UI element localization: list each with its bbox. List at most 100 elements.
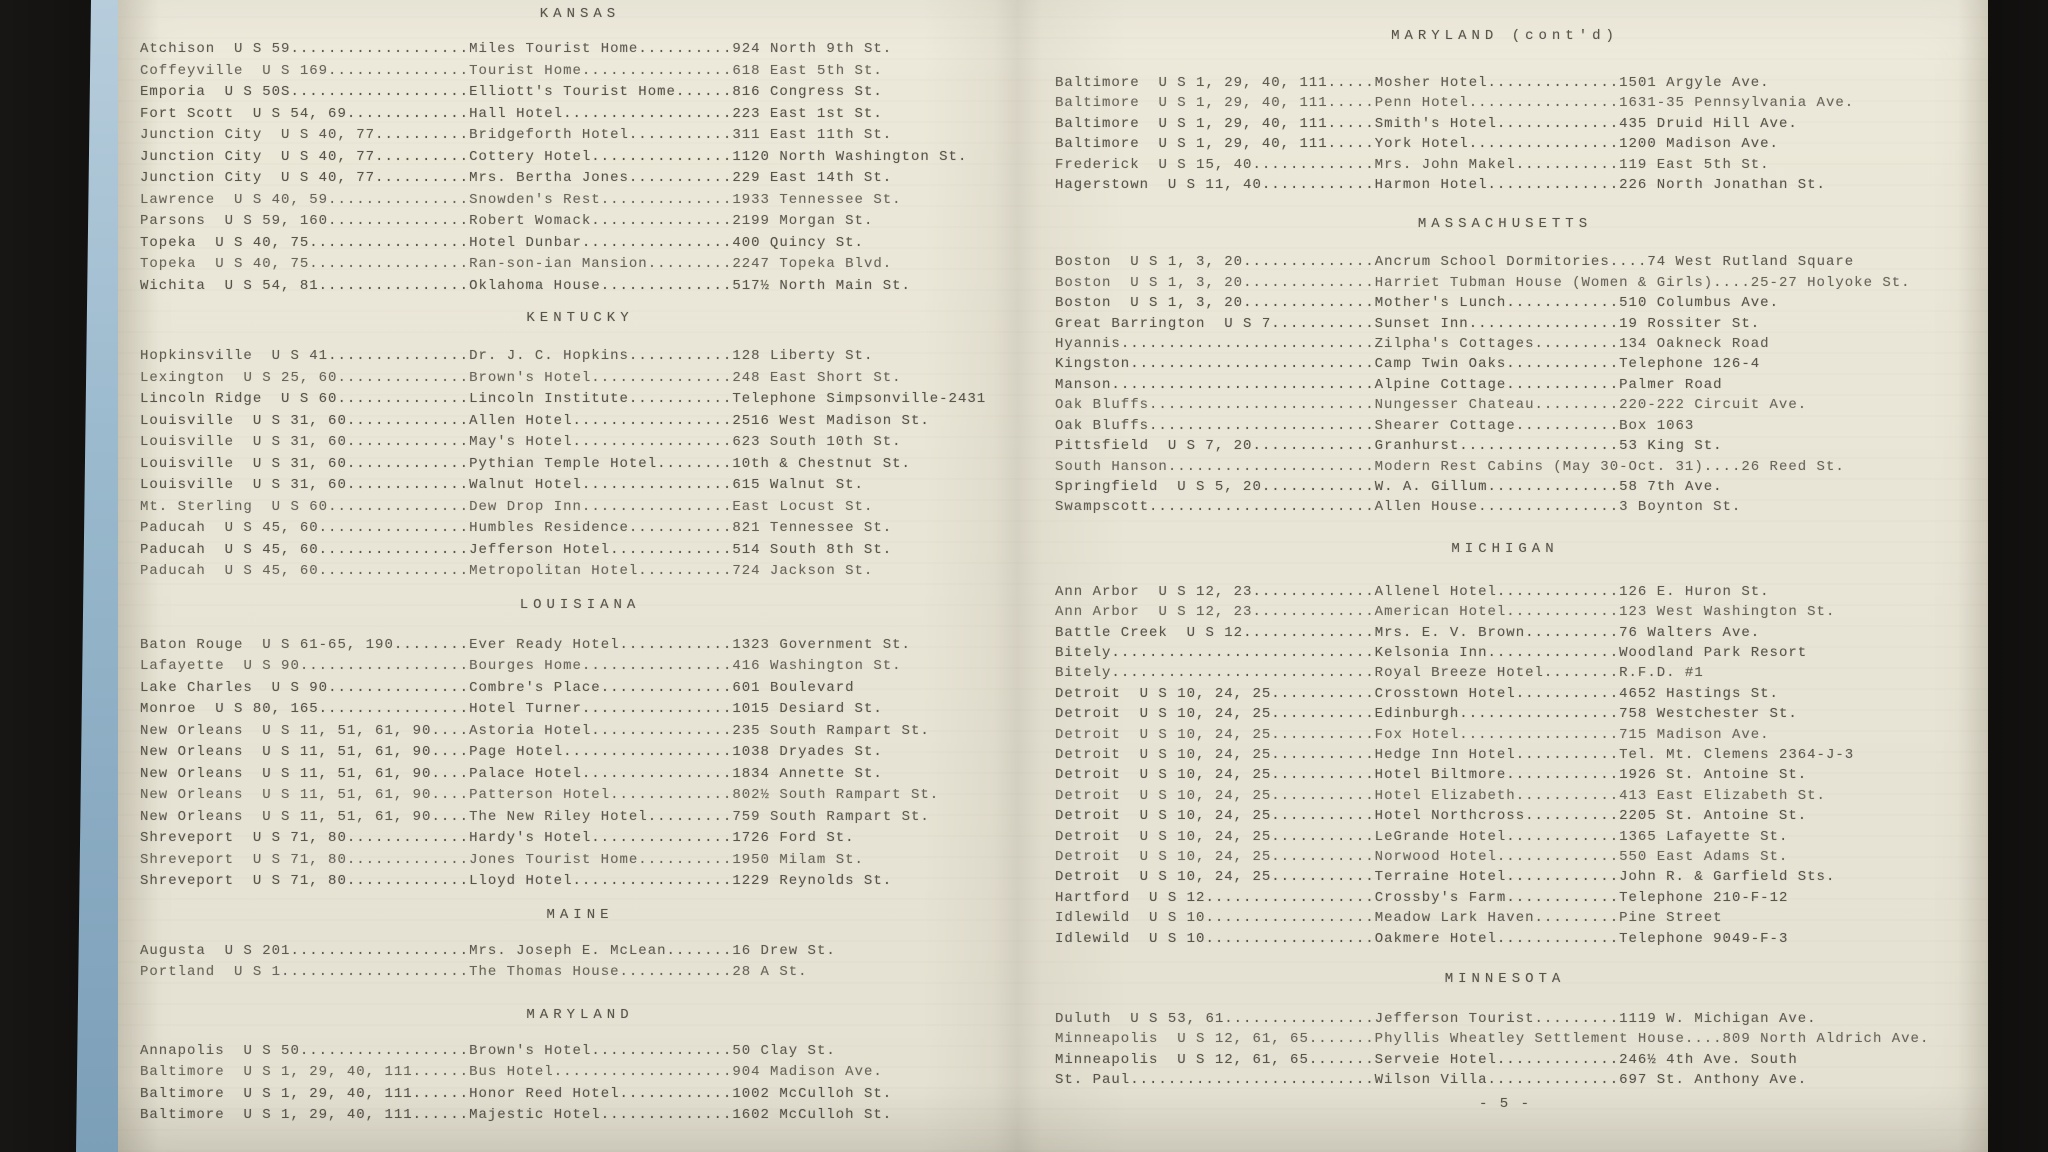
dot-leader: .............	[1496, 930, 1620, 947]
directory-row: Detroit U S 10, 24, 25...........LeGrand…	[1055, 827, 1955, 847]
row-establishment-name: Harriet Tubman House (Women & Girls)	[1374, 274, 1714, 291]
row-establishment-name: Ever Ready Hotel	[469, 636, 620, 653]
row-address: 416 Washington St.	[732, 658, 902, 674]
row-city: Shreveport	[140, 851, 235, 868]
directory-row: Ann Arbor U S 12, 23.............Allenel…	[1055, 582, 1955, 602]
dot-leader: ............	[1261, 177, 1375, 194]
row-route: U S 10	[1149, 930, 1206, 947]
row-establishment-name: Sunset Inn	[1374, 315, 1469, 332]
dot-leader: ...................	[553, 1064, 733, 1080]
dot-leader: ................	[581, 658, 733, 674]
row-establishment-name: Jefferson Hotel	[469, 541, 611, 558]
dot-leader: ..............	[1487, 644, 1620, 661]
row-establishment-name: Allen House	[1374, 499, 1479, 516]
dot-leader: ...........	[1271, 849, 1375, 865]
row-establishment-name: Honor Reed Hotel	[469, 1085, 620, 1102]
row-establishment-name: Norwood Hotel	[1374, 849, 1497, 865]
row-establishment-name: Phyllis Wheatley Settlement House	[1374, 1031, 1685, 1048]
row-route: U S 10, 24, 25	[1139, 787, 1272, 804]
dot-leader: ...........	[628, 170, 733, 186]
row-establishment-name: Snowden's Rest	[469, 191, 601, 208]
row-route: U S 201	[224, 942, 291, 959]
section-title: KENTUCKY	[526, 310, 634, 326]
dot-leader: .......	[1308, 1031, 1375, 1048]
row-establishment-name: Edinburgh	[1374, 706, 1460, 723]
dot-leader: ...........	[1271, 315, 1375, 332]
row-address: 226 North Jonathan St.	[1619, 177, 1826, 194]
directory-row: Shreveport U S 71, 80.............Hardy'…	[140, 828, 1020, 850]
row-route: U S 10	[1149, 910, 1206, 927]
dot-leader: ..................	[1205, 910, 1375, 927]
dot-leader: .........	[647, 256, 733, 272]
section-title: MICHIGAN	[1451, 540, 1559, 557]
row-address: 517½ North Main St.	[732, 277, 911, 294]
row-establishment-name: Fox Hotel	[1374, 726, 1460, 743]
row-route: U S 1, 29, 40, 111	[1158, 115, 1328, 132]
row-establishment-name: Crosstown Hotel	[1374, 685, 1516, 702]
dot-leader: ...................	[290, 84, 470, 100]
row-route: U S 10, 24, 25	[1139, 726, 1272, 743]
dot-leader: ......	[412, 1085, 470, 1102]
row-establishment-name: Allen Hotel	[469, 412, 573, 429]
dot-leader: ...........	[628, 391, 733, 407]
row-route: U S 1	[234, 964, 282, 980]
row-establishment-name: Mrs. Joseph E. McLean	[469, 942, 667, 959]
row-city: Minneapolis	[1055, 1031, 1159, 1048]
directory-row: Junction City U S 40, 77..........Bridge…	[140, 125, 1020, 147]
row-route: U S 12, 23	[1158, 604, 1253, 621]
row-route: U S 1, 29, 40, 111	[243, 1064, 413, 1080]
row-city: Detroit	[1055, 767, 1121, 784]
row-establishment-name: Miles Tourist Home	[469, 41, 639, 57]
dot-leader: ...............	[1478, 499, 1620, 516]
row-establishment-name: Mrs. John Makel	[1374, 156, 1516, 173]
row-address: 413 East Elizabeth St.	[1619, 787, 1826, 804]
row-city: Ann Arbor	[1055, 604, 1140, 621]
row-address: 3 Boynton St.	[1619, 499, 1742, 516]
directory-row: Detroit U S 10, 24, 25...........Hedge I…	[1055, 745, 1955, 765]
directory-row: Boston U S 1, 3, 20..............Mother'…	[1055, 293, 1955, 313]
row-city: Baltimore	[1055, 115, 1140, 132]
row-route: U S 169	[262, 62, 329, 79]
row-city: St. Paul	[1055, 1072, 1131, 1089]
dot-leader: ....	[431, 722, 470, 739]
directory-row: Atchison U S 59...................Miles …	[140, 39, 1020, 61]
row-establishment-name: Jones Tourist Home	[469, 851, 639, 868]
row-address: 134 Oakneck Road	[1619, 336, 1770, 353]
row-address: 802½ South Rampart St.	[732, 787, 940, 803]
row-route: U S 41	[271, 348, 329, 364]
row-address: 759 South Rampart St.	[732, 808, 930, 825]
row-city: Baton Rouge	[140, 636, 244, 653]
row-address: 1631-35 Pennsylvania Ave.	[1619, 95, 1855, 112]
directory-row: Detroit U S 10, 24, 25...........Hotel N…	[1055, 806, 1955, 826]
dot-leader: ...............	[328, 498, 470, 515]
row-route: U S 10, 24, 25	[1139, 808, 1272, 825]
dot-leader: ................	[581, 62, 733, 79]
row-address: 26 Reed St.	[1741, 458, 1845, 475]
row-establishment-name: Camp Twin Oaks	[1374, 356, 1507, 373]
row-address: R.F.D. #1	[1619, 665, 1704, 682]
row-city: Baltimore	[1055, 75, 1140, 91]
row-establishment-name: Cottery Hotel	[469, 148, 592, 165]
row-establishment-name: Robert Womack	[469, 213, 592, 229]
row-establishment-name: Hardy's Hotel	[469, 830, 592, 846]
dot-leader: ........	[657, 455, 733, 472]
directory-row: Wichita U S 54, 81................Oklaho…	[140, 276, 1020, 298]
row-route: U S 10, 24, 25	[1139, 685, 1272, 702]
row-establishment-name: Bus Hotel	[469, 1064, 554, 1080]
dot-leader: .......	[1308, 1051, 1375, 1068]
row-route: U S 59	[234, 41, 291, 57]
row-establishment-name: Kelsonia Inn	[1374, 644, 1488, 661]
row-city: Lafayette	[140, 658, 225, 674]
row-city: Bitely	[1055, 665, 1112, 682]
dot-leader: .....	[1327, 136, 1375, 153]
dot-leader: ...........	[628, 520, 733, 536]
dot-leader: ............................	[1111, 376, 1375, 393]
row-city: Louisville	[140, 477, 235, 493]
directory-row: Duluth U S 53, 61................Jeffers…	[1055, 1009, 1955, 1029]
row-establishment-name: Majestic Hotel	[469, 1107, 601, 1123]
dot-leader: ....	[1684, 1031, 1723, 1048]
directory-row: Ann Arbor U S 12, 23.............America…	[1055, 602, 1955, 622]
row-establishment-name: Oklahoma House	[469, 277, 601, 294]
directory-row: Portland U S 1....................The Th…	[140, 962, 1020, 984]
dot-leader: .............	[1496, 583, 1620, 600]
